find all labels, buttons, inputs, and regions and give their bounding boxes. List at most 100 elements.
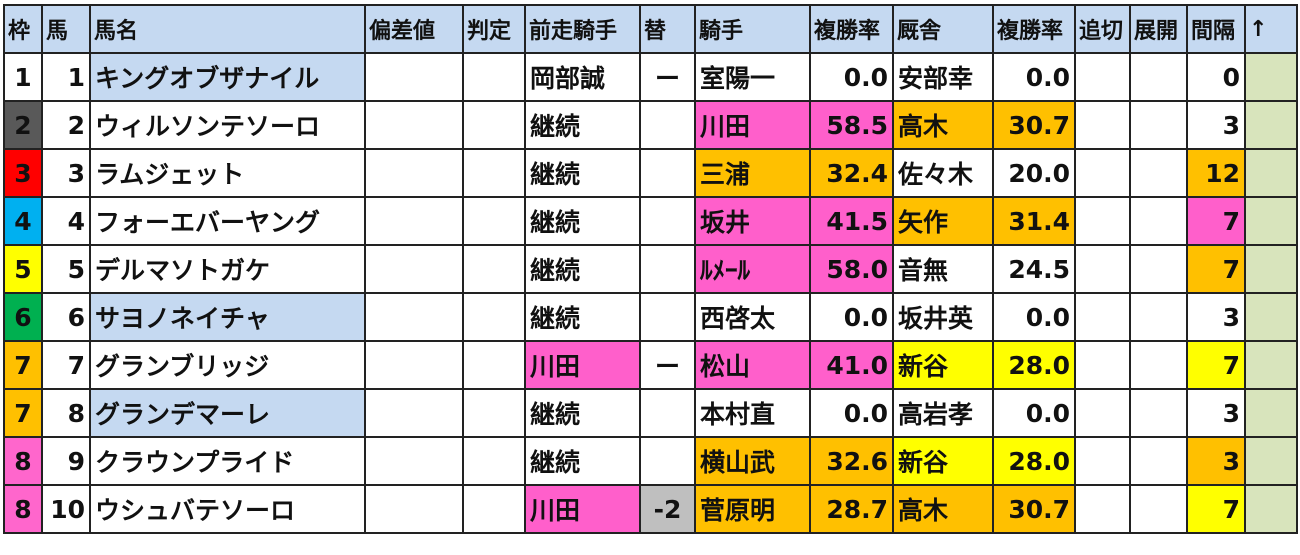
header-jockey-rate[interactable]: 複勝率 (809, 4, 894, 54)
jockey: ﾙﾒｰﾙ (694, 244, 811, 294)
trainer-place-rate: 30.7 (992, 484, 1076, 534)
frame-number: 1 (3, 52, 43, 102)
horse-name: キングオブザナイル (89, 52, 366, 102)
horse-name: グランブリッジ (89, 340, 366, 390)
jockey-change (639, 148, 696, 198)
pace (1129, 52, 1188, 102)
horse-name: ウィルソンテソーロ (89, 100, 366, 150)
jockey-place-rate: 32.4 (809, 148, 894, 198)
deviation-value (364, 100, 464, 150)
horse-name: サヨノネイチャ (89, 292, 366, 342)
jockey-place-rate: 0.0 (809, 52, 894, 102)
pace (1129, 436, 1188, 486)
horse-name: フォーエバーヤング (89, 196, 366, 246)
interval: 3 (1186, 388, 1246, 438)
table-row: 1 1 キングオブザナイル 岡部誠ー室陽一 0.0 安部幸 0.0 0 (3, 52, 1298, 102)
header-trainer[interactable]: 厩舎 (892, 4, 994, 54)
workout (1074, 196, 1131, 246)
frame-number: 2 (3, 100, 43, 150)
race-table: 枠馬馬名 偏差値 判定 前走騎手替騎手 複勝率 厩舎 複勝率 追切 展開 間隔 ↑ 1 1 キングオブザ… (3, 4, 1298, 534)
header-sort-arrow[interactable]: ↑ (1244, 4, 1298, 54)
marker-cell (1244, 340, 1298, 390)
previous-jockey: 川田 (524, 340, 641, 390)
frame-number: 6 (3, 292, 43, 342)
horse-number: 4 (41, 196, 91, 246)
previous-jockey: 継続 (524, 388, 641, 438)
horse-number: 7 (41, 340, 91, 390)
trainer: 高木 (892, 100, 994, 150)
horse-number: 5 (41, 244, 91, 294)
header-jockey[interactable]: 騎手 (694, 4, 811, 54)
jockey: 西啓太 (694, 292, 811, 342)
jockey-place-rate: 41.5 (809, 196, 894, 246)
header-judgement[interactable]: 判定 (462, 4, 526, 54)
marker-cell (1244, 52, 1298, 102)
interval: 3 (1186, 436, 1246, 486)
frame-number: 7 (3, 340, 43, 390)
judgement (462, 484, 526, 534)
marker-cell (1244, 436, 1298, 486)
jockey-change: -2 (639, 484, 696, 534)
workout (1074, 388, 1131, 438)
deviation-value (364, 196, 464, 246)
trainer: 安部幸 (892, 52, 994, 102)
header-interval[interactable]: 間隔 (1186, 4, 1246, 54)
table-row: 8 10 ウシュバテソーロ 川田 -2 菅原明 28.7 高木 30.7 7 (3, 484, 1298, 534)
marker-cell (1244, 148, 1298, 198)
header-prev-jockey[interactable]: 前走騎手 (524, 4, 641, 54)
jockey-place-rate: 0.0 (809, 388, 894, 438)
table-row: 4 4 フォーエバーヤング 継続 坂井 41.5 矢作 31.4 7 (3, 196, 1298, 246)
frame-number: 8 (3, 436, 43, 486)
trainer-place-rate: 28.0 (992, 436, 1076, 486)
trainer-place-rate: 30.7 (992, 100, 1076, 150)
header-waku[interactable]: 枠 (3, 4, 43, 54)
judgement (462, 52, 526, 102)
trainer-place-rate: 24.5 (992, 244, 1076, 294)
workout (1074, 292, 1131, 342)
trainer: 音無 (892, 244, 994, 294)
previous-jockey: 継続 (524, 292, 641, 342)
horse-number: 3 (41, 148, 91, 198)
trainer-place-rate: 0.0 (992, 292, 1076, 342)
previous-jockey: 継続 (524, 244, 641, 294)
frame-number: 5 (3, 244, 43, 294)
workout (1074, 484, 1131, 534)
jockey: 松山 (694, 340, 811, 390)
marker-cell (1244, 196, 1298, 246)
jockey-change (639, 436, 696, 486)
header-trainer-rate[interactable]: 複勝率 (992, 4, 1076, 54)
jockey-change (639, 196, 696, 246)
header-uma[interactable]: 馬 (41, 4, 91, 54)
pace (1129, 292, 1188, 342)
deviation-value (364, 484, 464, 534)
jockey-place-rate: 32.6 (809, 436, 894, 486)
interval: 12 (1186, 148, 1246, 198)
judgement (462, 436, 526, 486)
trainer: 高岩孝 (892, 388, 994, 438)
trainer-place-rate: 28.0 (992, 340, 1076, 390)
frame-number: 4 (3, 196, 43, 246)
deviation-value (364, 388, 464, 438)
interval: 7 (1186, 196, 1246, 246)
header-change[interactable]: 替 (639, 4, 696, 54)
horse-name: ラムジェット (89, 148, 366, 198)
workout (1074, 52, 1131, 102)
trainer-place-rate: 0.0 (992, 388, 1076, 438)
jockey: 坂井 (694, 196, 811, 246)
workout (1074, 340, 1131, 390)
deviation-value (364, 340, 464, 390)
deviation-value (364, 52, 464, 102)
header-deviation[interactable]: 偏差値 (364, 4, 464, 54)
header-workout[interactable]: 追切 (1074, 4, 1131, 54)
jockey-change (639, 100, 696, 150)
previous-jockey: 継続 (524, 148, 641, 198)
header-pace[interactable]: 展開 (1129, 4, 1188, 54)
horse-number: 6 (41, 292, 91, 342)
table-row: 2 2 ウィルソンテソーロ 継続 川田 58.5 高木 30.7 3 (3, 100, 1298, 150)
pace (1129, 196, 1188, 246)
deviation-value (364, 244, 464, 294)
jockey: 三浦 (694, 148, 811, 198)
interval: 3 (1186, 292, 1246, 342)
header-horse-name[interactable]: 馬名 (89, 4, 366, 54)
frame-number: 8 (3, 484, 43, 534)
